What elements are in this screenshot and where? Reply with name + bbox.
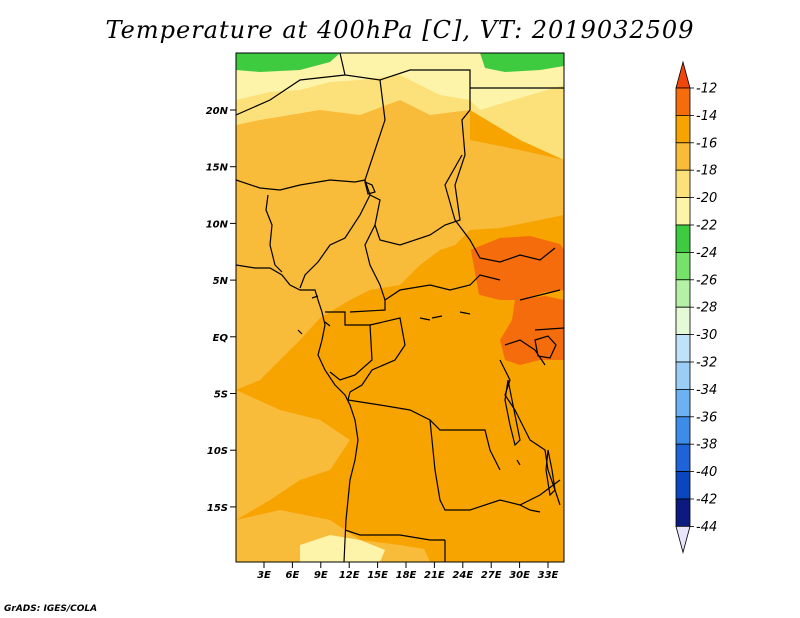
- lon-tick-label: 3E: [257, 570, 271, 581]
- border-chad-west: [236, 74, 346, 116]
- colorbar-segment: [675, 443, 691, 473]
- lake-victoria: [534, 335, 557, 359]
- lat-tick-label: 15S: [207, 503, 228, 514]
- lon-tick-label: 12E: [339, 570, 360, 581]
- field-minus14-12-lakes: [500, 296, 564, 365]
- field-minus22-20-south: [300, 535, 385, 562]
- lon-tick-label: 6E: [286, 570, 300, 581]
- border-car-drc: [384, 274, 501, 301]
- lon-tick-label: 27E: [481, 570, 502, 581]
- border-libya-north: [339, 53, 471, 110]
- colorbar-segment: [675, 416, 691, 445]
- lake-malawi: [545, 449, 556, 497]
- colorbar-label: -12: [696, 82, 717, 97]
- colorbar-label: -38: [696, 438, 717, 453]
- border-nigeria-cameroon: [299, 194, 371, 289]
- colorbar-segment: [675, 169, 691, 198]
- colorbar-segment: [675, 388, 691, 418]
- chart-title: Temperature at 400hPa [C], VT: 201903250…: [105, 16, 695, 44]
- field-minus14-12-east: [468, 236, 564, 300]
- colorbar-segment: [675, 361, 691, 390]
- colorbar-label: -40: [696, 465, 717, 480]
- colorbar-label: -24: [696, 246, 717, 261]
- lat-tick-label: EQ: [213, 333, 229, 344]
- colorbar-segment: [675, 197, 691, 226]
- colorbar-segment: [675, 87, 691, 116]
- lon-tick-label: 18E: [396, 570, 417, 581]
- field-minus22-20-north: [236, 53, 564, 110]
- colorbar-label: -34: [696, 383, 717, 398]
- longitude-axis: 3E 6E 9E 12E 15E 18E 21E 24E 27E 30E 33E: [257, 562, 559, 581]
- lon-tick-label: 33E: [538, 570, 559, 581]
- colorbar: -12 -14 -16 -18 -20 -22 -24 -26 -28 -30 -32 -34 -36 -…: [675, 60, 717, 554]
- coastline: [236, 264, 359, 562]
- colorbar-label: -30: [696, 328, 717, 343]
- lon-tick-label: 21E: [424, 570, 445, 581]
- lon-tick-label: 9E: [314, 570, 328, 581]
- border-sudan: [444, 87, 564, 263]
- colorbar-segment: [675, 251, 691, 281]
- latitude-axis: 20N 15N 10N 5N EQ 5S 10S 15S: [206, 106, 236, 514]
- colorbar-label: -14: [696, 109, 717, 124]
- country-borders: [236, 53, 564, 562]
- border-nigeria-benin: [265, 194, 283, 273]
- border-chad: [364, 79, 471, 246]
- lat-tick-label: 10N: [206, 219, 229, 230]
- field-minus18-16-southwest: [236, 390, 350, 520]
- lat-tick-label: 20N: [206, 106, 229, 117]
- colorbar-label: -36: [696, 410, 717, 425]
- border-uganda-kenya: [504, 289, 564, 366]
- colorbar-label: -16: [696, 136, 717, 151]
- credit-label: GrADS: IGES/COLA: [4, 604, 98, 614]
- colorbar-segment: [675, 498, 691, 527]
- colorbar-segment: [675, 224, 691, 253]
- colorbar-label: -20: [696, 191, 717, 206]
- lake-tanganyika: [504, 379, 521, 447]
- rivers-small: [297, 295, 541, 513]
- colorbar-label: -18: [696, 164, 717, 179]
- field-minus18-16-west: [236, 90, 564, 390]
- lon-tick-label: 30E: [509, 570, 530, 581]
- border-angola-zambia: [429, 419, 561, 511]
- colorbar-label: -32: [696, 356, 717, 371]
- border-cameroon-car: [349, 224, 386, 313]
- border-gabon-congo: [325, 311, 373, 381]
- lat-tick-label: 5S: [214, 390, 228, 401]
- border-angola-namibia: [344, 529, 445, 541]
- field-minus24-22-northeast: [480, 53, 564, 72]
- colorbar-segment: [675, 471, 691, 500]
- map-frame: [235, 52, 565, 563]
- lat-tick-label: 5N: [213, 276, 229, 287]
- lon-tick-label: 24E: [452, 570, 473, 581]
- border-congo-drc: [349, 317, 406, 393]
- field-minus16-14-east: [340, 245, 564, 562]
- colorbar-top-arrow: [675, 60, 691, 89]
- colorbar-label: -26: [696, 273, 717, 288]
- border-niger-nigeria: [236, 179, 366, 191]
- temperature-field: [236, 53, 564, 562]
- colorbar-segment: [675, 306, 691, 336]
- lat-tick-label: 10S: [207, 446, 228, 457]
- colorbar-label: -44: [696, 520, 717, 535]
- field-minus24-22-northwest: [236, 53, 340, 72]
- colorbar-bottom-arrow: [675, 526, 691, 554]
- lat-tick-label: 15N: [206, 163, 229, 174]
- colorbar-segment: [675, 279, 691, 308]
- lon-tick-label: 15E: [367, 570, 388, 581]
- colorbar-segment: [675, 142, 691, 171]
- colorbar-label: -28: [696, 301, 717, 316]
- colorbar-label: -42: [696, 493, 717, 508]
- colorbar-segment: [675, 334, 691, 363]
- border-rwanda-burundi: [499, 359, 521, 421]
- colorbar-label: -22: [696, 219, 717, 234]
- lake-chad: [364, 180, 376, 195]
- colorbar-segment: [675, 115, 691, 144]
